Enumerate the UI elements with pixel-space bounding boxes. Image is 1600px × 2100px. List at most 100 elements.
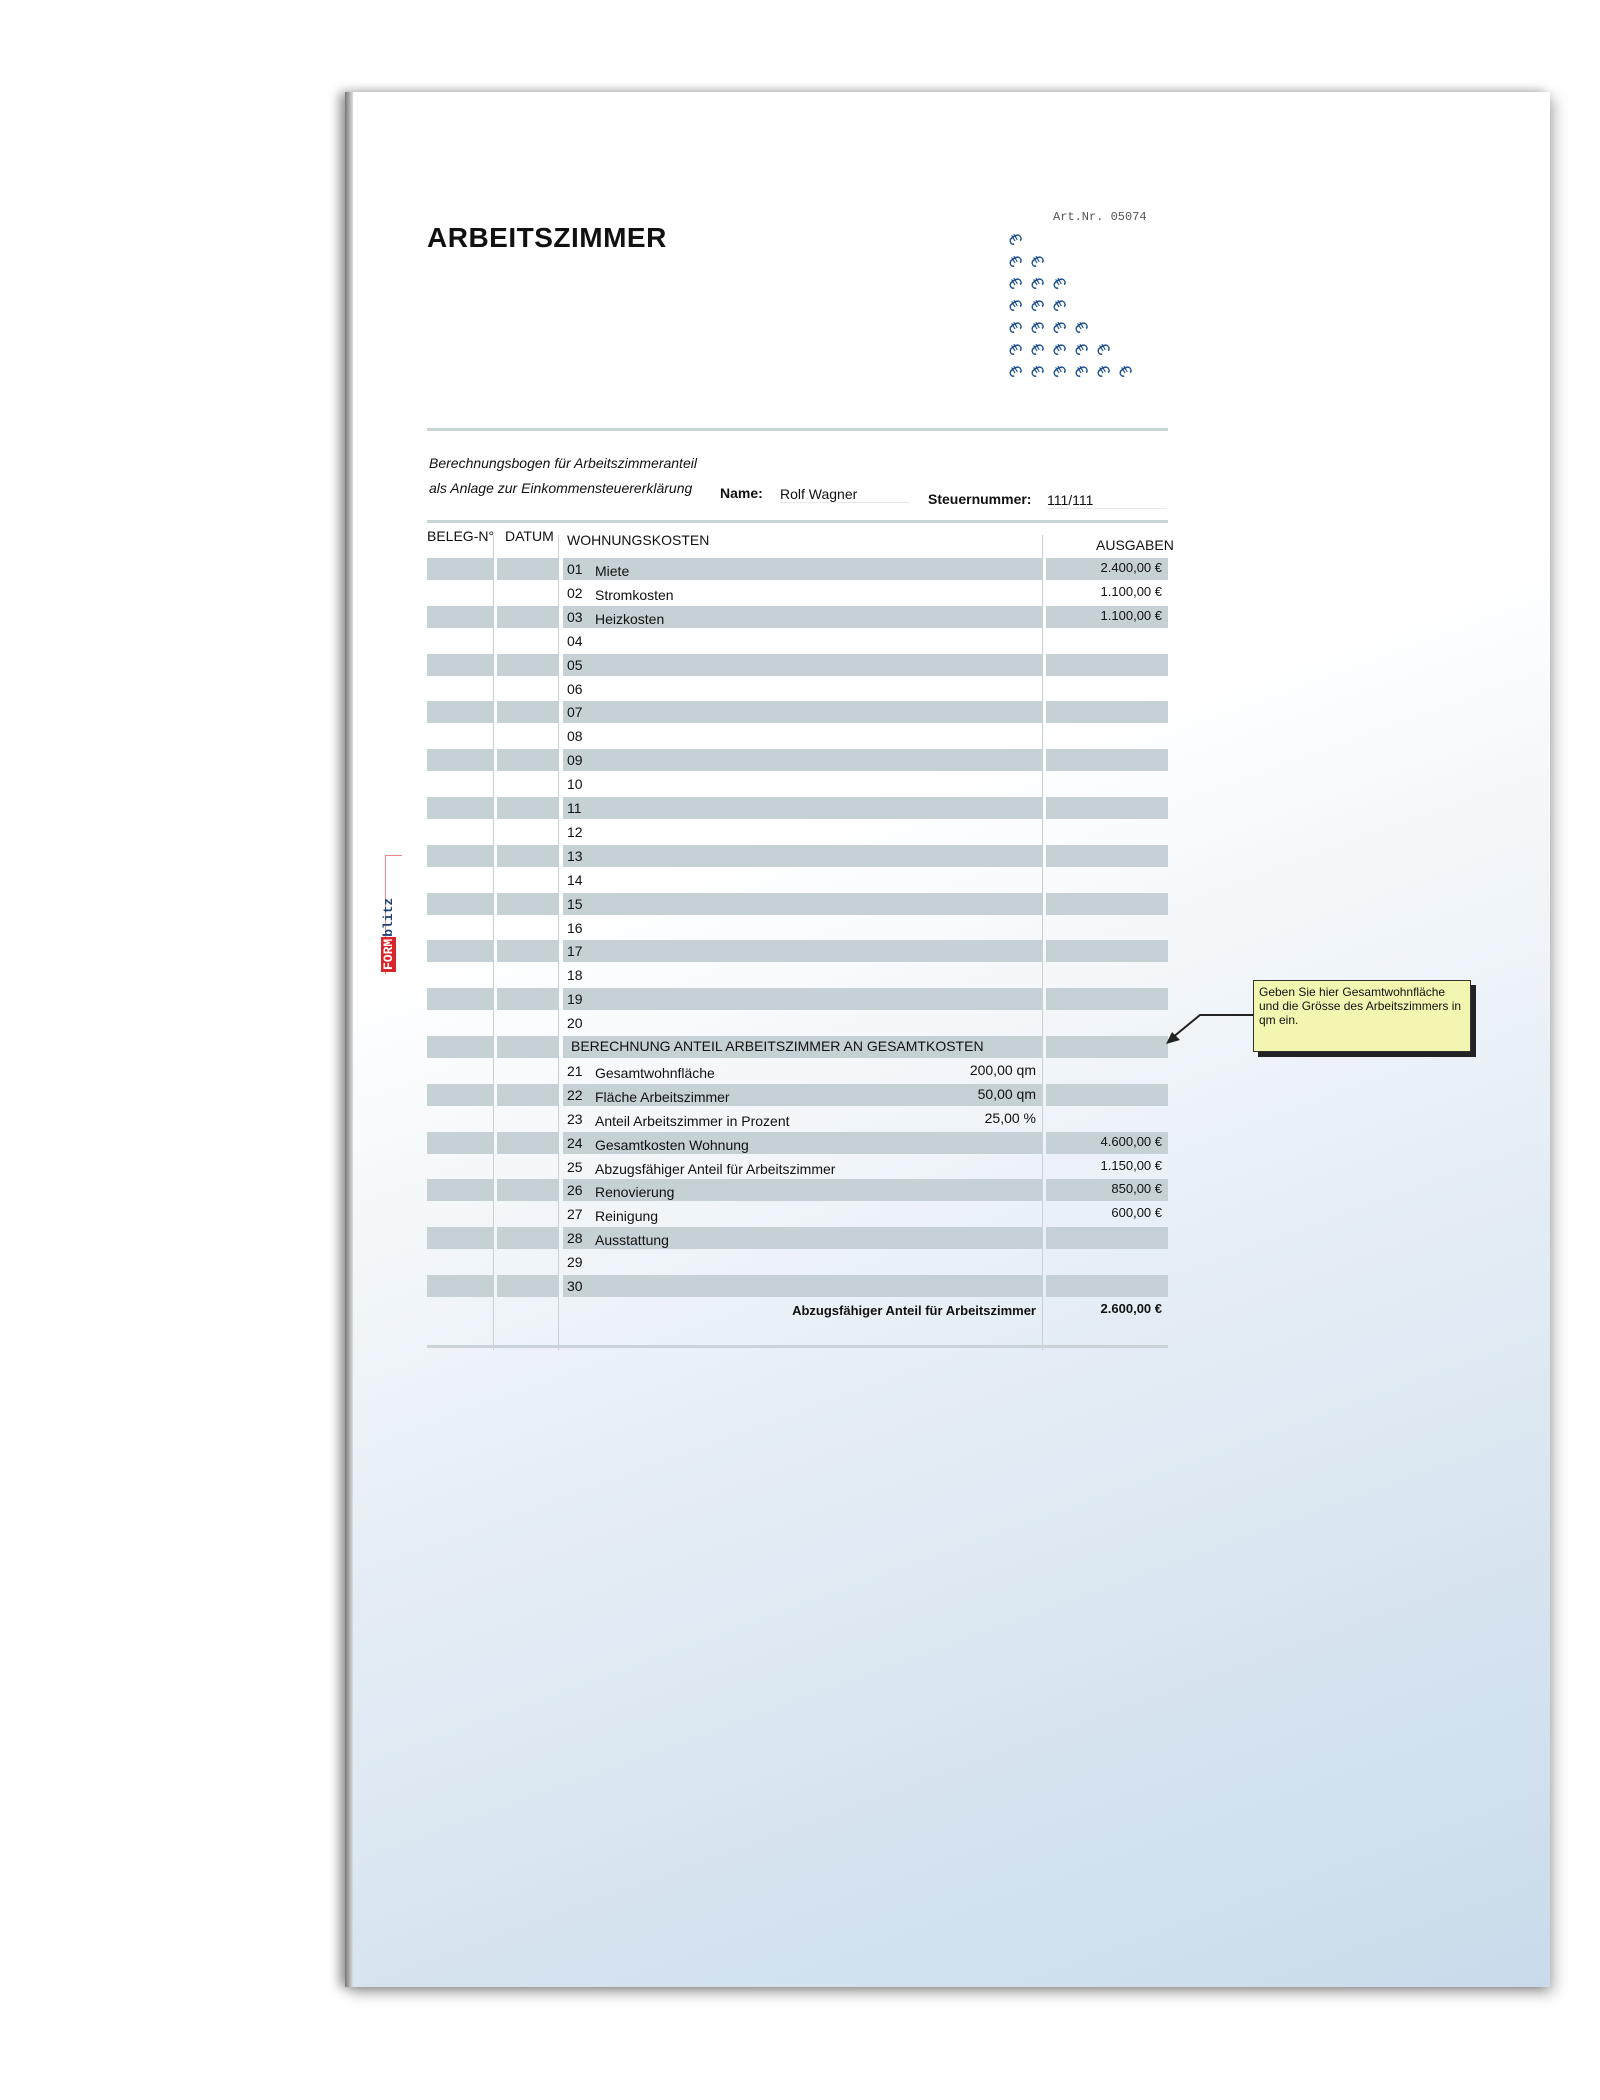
beleg-cell[interactable]: [427, 821, 493, 843]
amount-cell[interactable]: [1046, 630, 1168, 652]
beleg-cell[interactable]: [427, 701, 493, 724]
datum-cell[interactable]: [497, 725, 559, 747]
datum-cell[interactable]: [497, 773, 559, 795]
datum-cell[interactable]: [497, 1083, 559, 1106]
datum-cell[interactable]: [497, 1275, 559, 1297]
row-amount[interactable]: 1.100,00 €: [1100, 583, 1162, 599]
amount-cell[interactable]: [1046, 1108, 1168, 1130]
beleg-cell[interactable]: [427, 1012, 493, 1034]
beleg-cell[interactable]: [427, 1108, 493, 1130]
datum-cell[interactable]: [497, 821, 559, 843]
datum-cell[interactable]: [497, 558, 559, 580]
beleg-cell[interactable]: [427, 1179, 493, 1202]
beleg-cell[interactable]: [427, 630, 493, 652]
beleg-cell[interactable]: [427, 892, 493, 915]
beleg-cell[interactable]: [427, 1227, 493, 1250]
datum-cell[interactable]: [497, 678, 559, 700]
beleg-cell[interactable]: [427, 1251, 493, 1273]
datum-cell[interactable]: [497, 1156, 559, 1178]
amount-cell[interactable]: [1046, 917, 1168, 939]
beleg-cell[interactable]: [427, 1156, 493, 1178]
datum-cell[interactable]: [497, 844, 559, 867]
amount-cell[interactable]: [1046, 678, 1168, 700]
row-amount[interactable]: 850,00 €: [1111, 1181, 1162, 1197]
amount-cell[interactable]: [1046, 773, 1168, 795]
datum-cell[interactable]: [497, 988, 559, 1011]
row-amount[interactable]: 2.400,00 €: [1100, 560, 1162, 575]
datum-cell[interactable]: [497, 630, 559, 652]
datum-cell[interactable]: [497, 701, 559, 724]
beleg-cell[interactable]: [427, 1131, 493, 1154]
beleg-cell[interactable]: [427, 1203, 493, 1225]
amount-cell[interactable]: [1046, 1131, 1168, 1154]
beleg-cell[interactable]: [427, 773, 493, 795]
row-area-value[interactable]: 50,00 qm: [977, 1085, 1036, 1102]
amount-cell[interactable]: [1046, 725, 1168, 747]
beleg-cell[interactable]: [427, 940, 493, 963]
amount-cell[interactable]: [1046, 1012, 1168, 1034]
beleg-cell[interactable]: [427, 988, 493, 1011]
datum-cell[interactable]: [497, 1060, 559, 1082]
row-amount[interactable]: 1.100,00 €: [1100, 607, 1162, 623]
amount-cell[interactable]: [1046, 844, 1168, 867]
row-amount[interactable]: 4.600,00 €: [1100, 1133, 1162, 1149]
datum-cell[interactable]: [497, 653, 559, 676]
beleg-cell[interactable]: [427, 1060, 493, 1082]
amount-cell[interactable]: [1046, 797, 1168, 819]
amount-cell[interactable]: [1046, 940, 1168, 963]
beleg-cell[interactable]: [427, 844, 493, 867]
amount-cell[interactable]: [1046, 605, 1168, 628]
datum-cell[interactable]: [497, 892, 559, 915]
datum-cell[interactable]: [497, 940, 559, 963]
beleg-cell[interactable]: [427, 869, 493, 891]
datum-cell[interactable]: [497, 917, 559, 939]
datum-cell[interactable]: [497, 797, 559, 819]
amount-cell[interactable]: [1046, 1083, 1168, 1106]
tax-number-field[interactable]: 111/111: [1047, 492, 1167, 509]
beleg-cell[interactable]: [427, 653, 493, 676]
row-amount[interactable]: 1.150,00 €: [1100, 1157, 1162, 1173]
row-number: 20: [567, 1015, 583, 1032]
datum-cell[interactable]: [497, 1227, 559, 1250]
amount-cell[interactable]: [1046, 964, 1168, 986]
amount-cell[interactable]: [1046, 1060, 1168, 1082]
datum-cell[interactable]: [497, 605, 559, 628]
amount-cell[interactable]: [1046, 1179, 1168, 1202]
datum-cell[interactable]: [497, 749, 559, 772]
amount-cell[interactable]: [1046, 558, 1168, 580]
datum-cell[interactable]: [497, 1179, 559, 1202]
amount-cell[interactable]: [1046, 701, 1168, 724]
amount-cell[interactable]: [1046, 821, 1168, 843]
beleg-cell[interactable]: [427, 725, 493, 747]
beleg-cell[interactable]: [427, 749, 493, 772]
beleg-cell[interactable]: [427, 582, 493, 604]
beleg-cell[interactable]: [427, 1083, 493, 1106]
amount-cell[interactable]: [1046, 749, 1168, 772]
datum-cell[interactable]: [497, 964, 559, 986]
name-field[interactable]: Rolf Wagner: [780, 486, 910, 503]
beleg-cell[interactable]: [427, 1275, 493, 1297]
amount-cell[interactable]: [1046, 1227, 1168, 1250]
row-area-value[interactable]: 200,00 qm: [969, 1061, 1036, 1078]
datum-cell[interactable]: [497, 582, 559, 604]
amount-cell[interactable]: [1046, 653, 1168, 676]
row-area-value[interactable]: 25,00 %: [984, 1109, 1036, 1126]
datum-cell[interactable]: [497, 869, 559, 891]
datum-cell[interactable]: [497, 1131, 559, 1154]
row-amount[interactable]: 600,00 €: [1111, 1205, 1162, 1221]
beleg-cell[interactable]: [427, 797, 493, 819]
beleg-cell[interactable]: [427, 605, 493, 628]
beleg-cell[interactable]: [427, 558, 493, 580]
amount-cell[interactable]: [1046, 892, 1168, 915]
datum-cell[interactable]: [497, 1108, 559, 1130]
beleg-cell[interactable]: [427, 678, 493, 700]
amount-cell[interactable]: [1046, 1251, 1168, 1273]
datum-cell[interactable]: [497, 1012, 559, 1034]
datum-cell[interactable]: [497, 1251, 559, 1273]
amount-cell[interactable]: [1046, 869, 1168, 891]
amount-cell[interactable]: [1046, 1275, 1168, 1297]
amount-cell[interactable]: [1046, 988, 1168, 1011]
datum-cell[interactable]: [497, 1203, 559, 1225]
beleg-cell[interactable]: [427, 964, 493, 986]
beleg-cell[interactable]: [427, 917, 493, 939]
